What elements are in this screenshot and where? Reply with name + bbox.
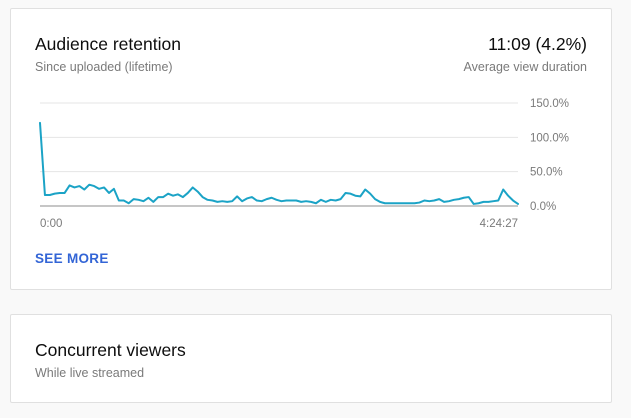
x-tick-label: 4:24:27 — [480, 218, 518, 230]
y-tick-label: 50.0% — [530, 167, 563, 179]
see-more-link[interactable]: SEE MORE — [35, 251, 109, 266]
average-view-duration-value: 11:09 (4.2%) — [488, 34, 587, 54]
retention-chart[interactable]: 150.0% 100.0% 50.0% 0.0% 0:00 4:24:27 — [11, 9, 613, 249]
concurrent-viewers-subtitle: While live streamed — [35, 366, 145, 380]
concurrent-viewers-title: Concurrent viewers — [35, 340, 186, 360]
retention-series-line — [39, 121, 519, 205]
y-tick-label: 100.0% — [530, 132, 569, 144]
audience-retention-card: Audience retention Since uploaded (lifet… — [10, 8, 612, 290]
concurrent-viewers-card: Concurrent viewers While live streamed — [10, 314, 612, 403]
y-tick-label: 0.0% — [530, 201, 556, 213]
audience-retention-title: Audience retention — [35, 34, 181, 54]
x-tick-label: 0:00 — [40, 218, 62, 230]
average-view-duration-label: Average view duration — [463, 60, 587, 74]
audience-retention-subtitle: Since uploaded (lifetime) — [35, 60, 173, 74]
y-tick-label: 150.0% — [530, 98, 569, 110]
